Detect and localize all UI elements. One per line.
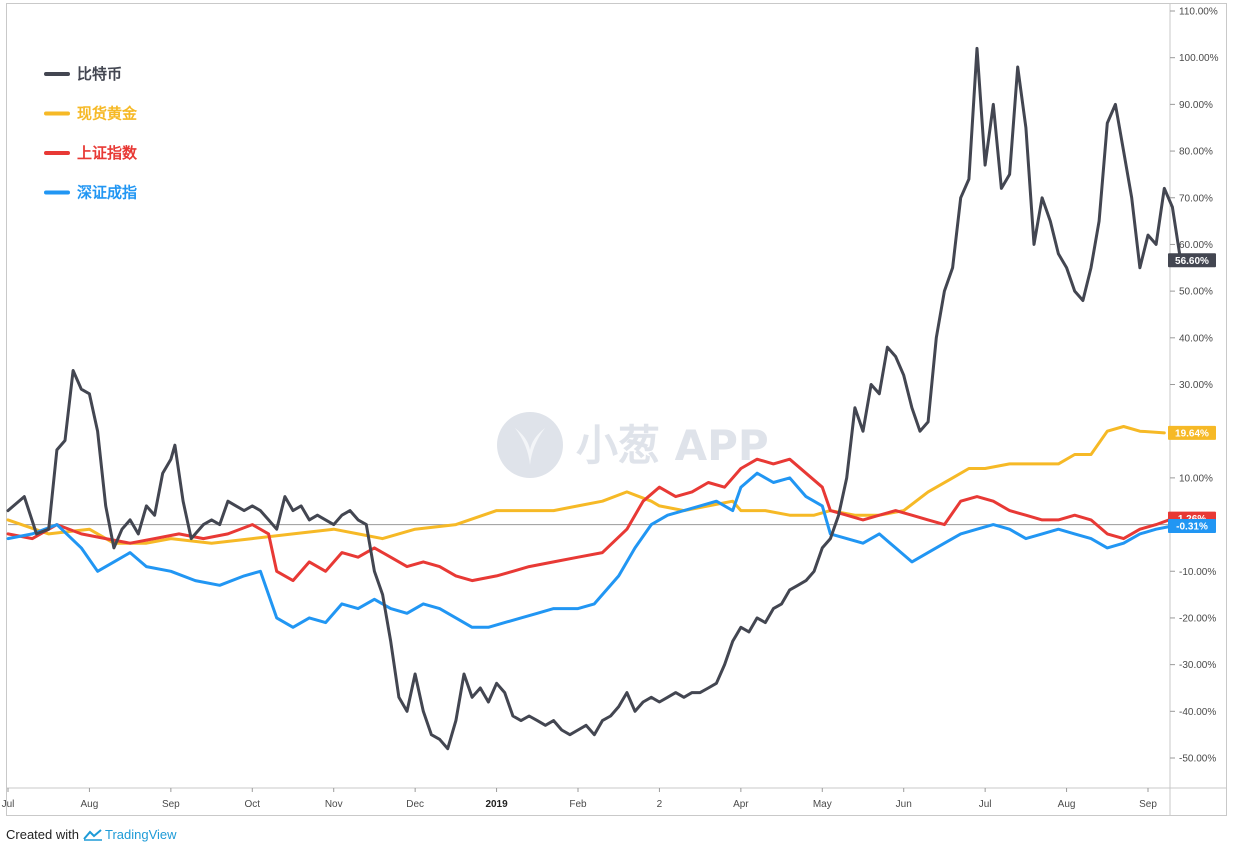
x-tick-label: Jun — [896, 799, 912, 810]
series-line-0[interactable] — [6, 46, 1183, 751]
y-tick-label: 50.00% — [1179, 287, 1213, 298]
watermark: 小葱 APP — [497, 412, 769, 478]
last-value-label-1: 19.64% — [1175, 428, 1209, 439]
y-tick-label: 40.00% — [1179, 333, 1213, 344]
legend-label-3: 深证成指 — [77, 184, 137, 202]
watermark-leaf-icon — [515, 428, 545, 465]
y-tick-label: 30.00% — [1179, 380, 1213, 391]
x-tick-label: 2019 — [485, 799, 508, 810]
created-with-text: Created with — [6, 827, 79, 842]
legend-label-2: 上证指数 — [77, 144, 138, 162]
y-tick-label: 80.00% — [1179, 147, 1213, 158]
series-line-3[interactable] — [6, 471, 1174, 629]
y-tick-label: 90.00% — [1179, 100, 1213, 111]
tradingview-logo-icon — [83, 828, 103, 841]
last-value-label-0: 56.60% — [1175, 256, 1209, 267]
y-tick-label: -10.00% — [1179, 567, 1216, 578]
legend-label-1: 现货黄金 — [77, 105, 138, 123]
x-tick-label: Dec — [406, 799, 424, 810]
legend-label-0: 比特币 — [77, 65, 122, 83]
x-tick-label: Apr — [733, 799, 749, 810]
last-value-badge-3 — [1168, 519, 1216, 534]
tradingview-link[interactable]: TradingView — [104, 827, 177, 842]
y-tick-label: 70.00% — [1179, 193, 1213, 204]
x-tick-label: Jul — [979, 799, 992, 810]
y-tick-label: -30.00% — [1179, 660, 1216, 671]
x-tick-label: May — [813, 799, 832, 810]
y-tick-label: 60.00% — [1179, 240, 1213, 251]
footer-attribution: Created with TradingView — [6, 827, 177, 842]
x-tick-label: 2 — [657, 799, 663, 810]
watermark-text: 小葱 APP — [576, 421, 769, 470]
y-tick-label: -20.00% — [1179, 613, 1216, 624]
watermark-logo-icon — [497, 412, 563, 478]
y-tick-label: -50.00% — [1179, 754, 1216, 765]
last-value-badge-1 — [1168, 425, 1216, 440]
x-tick-label: Oct — [245, 799, 261, 810]
last-value-label-3: -0.31% — [1176, 522, 1208, 533]
x-tick-label: Aug — [81, 799, 99, 810]
x-tick-label: Sep — [162, 799, 180, 810]
y-tick-label: -40.00% — [1179, 707, 1216, 718]
x-tick-label: Nov — [325, 799, 343, 810]
x-tick-label: Feb — [569, 799, 587, 810]
x-tick-label: Sep — [1139, 799, 1157, 810]
last-value-badge-0 — [1168, 253, 1216, 268]
series-line-2[interactable] — [6, 457, 1174, 583]
x-tick-label: Jul — [2, 799, 15, 810]
chart-frame — [6, 3, 1227, 816]
y-tick-label: 10.00% — [1179, 473, 1213, 484]
x-tick-label: Aug — [1058, 799, 1076, 810]
y-tick-label: 100.00% — [1179, 53, 1219, 64]
y-tick-label: 110.00% — [1179, 7, 1218, 18]
